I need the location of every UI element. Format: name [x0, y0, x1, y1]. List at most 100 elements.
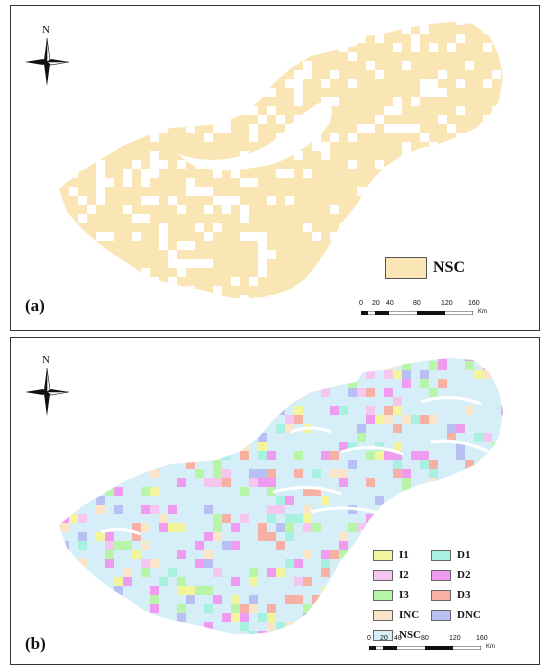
grid-cell [258, 250, 267, 259]
legend-swatch [431, 549, 451, 561]
grid-cell [87, 277, 96, 286]
grid-cell [330, 205, 339, 214]
grid-cell [285, 622, 294, 631]
grid-cell [78, 388, 87, 397]
grid-cell [429, 43, 438, 52]
scale-tick: 120 [441, 300, 453, 307]
grid-cell [105, 640, 114, 649]
no-data-streak [340, 445, 404, 456]
grid-cell [420, 379, 429, 388]
scale-unit: Km [486, 644, 495, 650]
grid-cell [456, 196, 465, 205]
grid-cell [78, 532, 87, 541]
grid-cell [114, 505, 123, 514]
grid-cell [267, 397, 276, 406]
grid-cell [141, 169, 150, 178]
legend-item-i1: I1 [373, 549, 409, 561]
grid-cell [348, 622, 357, 631]
grid-cell [438, 241, 447, 250]
grid-cell [330, 640, 339, 649]
grid-cell [240, 295, 249, 298]
grid-cell [60, 295, 69, 298]
grid-cell [384, 406, 393, 415]
grid-cell [348, 523, 357, 532]
grid-cell [240, 178, 249, 187]
grid-cell [402, 151, 411, 160]
grid-cell [483, 115, 492, 124]
grid-cell [393, 460, 402, 469]
grid-cell [159, 361, 168, 370]
legend-label: I3 [399, 589, 409, 601]
grid-cell [276, 370, 285, 379]
grid-cell [141, 505, 150, 514]
grid-cell [285, 388, 294, 397]
grid-cell [465, 214, 474, 223]
grid-cell [177, 268, 186, 277]
grid-cell [411, 43, 420, 52]
grid-cell [96, 43, 105, 52]
grid-cell [267, 568, 276, 577]
grid-cell [294, 415, 303, 424]
grid-cell [420, 370, 429, 379]
grid-cell [294, 43, 303, 52]
grid-cell [186, 415, 195, 424]
grid-cell [258, 613, 267, 622]
grid-cell [59, 241, 60, 250]
grid-cell [483, 568, 492, 577]
grid-cell [195, 433, 204, 442]
grid-cell [429, 142, 438, 151]
grid-cell [411, 205, 420, 214]
grid-cell [375, 361, 384, 370]
grid-cell [123, 397, 132, 406]
grid-cell [294, 379, 303, 388]
grid-cell [366, 388, 375, 397]
grid-cell [141, 640, 150, 649]
grid-cell [276, 568, 285, 577]
grid-cell [321, 550, 330, 559]
grid-cell [447, 487, 456, 496]
grid-cell [438, 160, 447, 169]
grid-cell [59, 631, 60, 634]
grid-cell [420, 487, 429, 496]
grid-cell [249, 124, 258, 133]
grid-cell [483, 505, 492, 514]
grid-cell [366, 406, 375, 415]
grid-cell [222, 97, 231, 106]
grid-cell [357, 259, 366, 268]
grid-cell [78, 61, 87, 70]
grid-cell [276, 523, 285, 532]
grid-cell [231, 196, 240, 205]
grid-cell [96, 505, 105, 514]
grid-cell [258, 532, 267, 541]
grid-cell [195, 640, 204, 649]
grid-cell [204, 604, 213, 613]
grid-cell [294, 559, 303, 568]
grid-cell [483, 559, 492, 568]
grid-cell [168, 88, 177, 97]
grid-cell [285, 196, 294, 205]
grid-cell [60, 541, 69, 550]
grid-cell [447, 433, 456, 442]
grid-cell [402, 142, 411, 151]
grid-cell [267, 451, 276, 460]
grid-cell [312, 595, 321, 604]
grid-cell [159, 379, 168, 388]
grid-cell [240, 451, 249, 460]
grid-cell [78, 286, 87, 295]
grid-cell [510, 241, 519, 250]
grid-cell [411, 223, 420, 232]
grid-cell [312, 469, 321, 478]
grid-cell [231, 577, 240, 586]
grid-cell [204, 259, 213, 268]
grid-cell [510, 223, 519, 232]
grid-cell [222, 469, 231, 478]
grid-cell [258, 241, 267, 250]
grid-cell [231, 613, 240, 622]
grid-cell [132, 640, 141, 649]
panel-label-a: (a) [25, 296, 45, 315]
grid-cell [159, 232, 168, 241]
grid-cell [294, 514, 303, 523]
legend-label: I2 [399, 569, 409, 581]
grid-cell [348, 277, 357, 286]
grid-cell [375, 415, 384, 424]
